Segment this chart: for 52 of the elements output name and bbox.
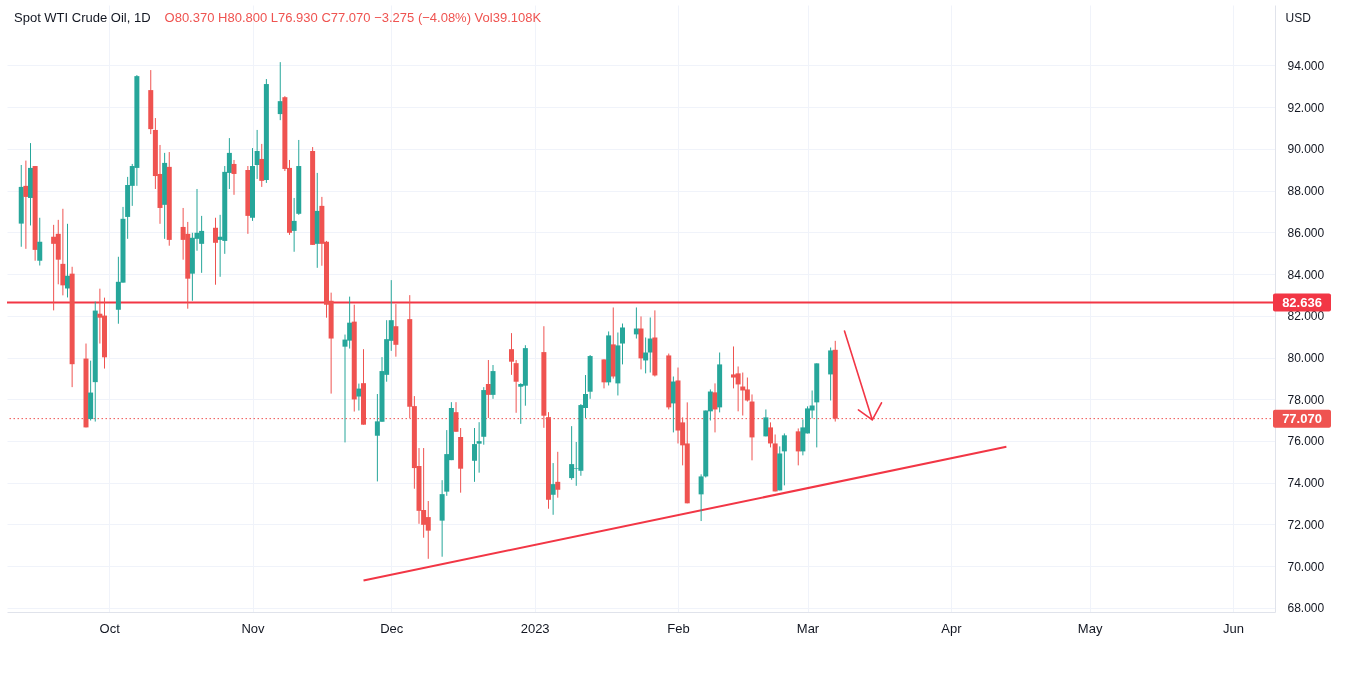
y-tick-label: 80.000 [1287,351,1325,366]
candlestick [60,208,66,296]
y-tick-label: 68.000 [1287,601,1325,616]
x-tick-label: May [1077,620,1103,636]
x-tick-label: Oct [99,620,121,636]
x-tick-label: Mar [796,620,820,636]
x-tick-label: Nov [241,620,266,636]
candlestick [670,376,676,433]
y-tick-label: 90.000 [1287,142,1325,157]
x-tick-label: Feb [667,620,690,636]
y-tick-label: 84.000 [1287,267,1325,282]
candlestick [485,359,491,419]
candlestick [231,159,237,196]
candlestick [259,143,265,188]
y-tick-label: 72.000 [1287,517,1325,532]
candlestick [393,303,399,358]
candlestick [555,451,561,499]
candlestick [569,425,575,481]
y-tick-label: 74.000 [1287,476,1325,491]
candlestick [781,432,787,486]
y-tick-label: 76.000 [1287,434,1325,449]
candlestick [425,500,431,560]
candlestick [356,383,362,411]
ref-line-label: 82.636 [1282,294,1322,310]
candlestick [707,388,713,422]
y-tick-label: 82.000 [1287,309,1325,324]
y-tick-label: 92.000 [1287,100,1325,115]
candlestick [550,462,556,516]
y-tick-label: 78.000 [1287,392,1325,407]
candlestick [421,447,427,539]
x-tick-label: Jun [1223,620,1244,636]
ref-line-label: 77.070 [1282,410,1322,426]
y-tick-label: 86.000 [1287,225,1325,240]
y-tick-label: 70.000 [1287,559,1325,574]
y-tick-label: 94.000 [1287,58,1325,73]
y-axis-title: USD [1285,10,1312,25]
chart-title: Spot WTI Crude Oil, 1D [14,10,151,25]
candlestick [51,224,57,311]
chart-subtitle: O80.370 H80.800 L76.930 C77.070 −3.275 (−4.08%) Vol39.108K [164,10,542,25]
candlestick [763,408,769,437]
candlestick [735,365,741,412]
candlestick [768,421,773,448]
y-tick-label: 88.000 [1287,184,1325,199]
candlestick [65,223,70,298]
x-tick-label: Apr [941,620,963,636]
candlestick [37,217,43,267]
x-tick-label: 2023 [520,620,550,636]
candlestick [490,364,496,400]
x-tick-label: Dec [380,620,404,636]
candlestick [213,217,218,286]
candlestick [828,347,834,401]
candlestick [23,160,29,250]
